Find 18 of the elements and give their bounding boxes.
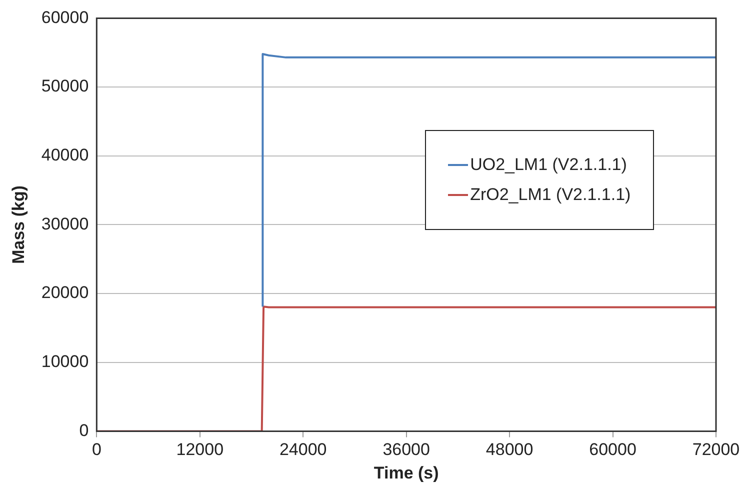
- x-axis-title: Time (s): [374, 463, 439, 482]
- x-tick-label: 72000: [692, 440, 740, 460]
- y-tick-label: 10000: [41, 352, 89, 372]
- x-tick-label: 48000: [486, 440, 534, 460]
- x-tick-label: 0: [92, 440, 102, 460]
- y-tick-label: 0: [79, 420, 89, 440]
- x-tick-label: 60000: [589, 440, 636, 460]
- y-tick-label: 50000: [41, 76, 89, 96]
- y-tick-label: 20000: [41, 283, 89, 302]
- x-tick-label: 36000: [382, 440, 430, 460]
- y-tick-label: 40000: [41, 146, 89, 165]
- x-tick-label: 12000: [176, 440, 224, 460]
- legend-label: ZrO2_LM1 (V2.1.1.1): [470, 184, 631, 205]
- y-tick-label: 30000: [41, 214, 89, 234]
- y-tick-label: 60000: [41, 8, 89, 27]
- x-tick-label: 24000: [279, 440, 327, 460]
- legend-label: UO2_LM1 (V2.1.1.1): [470, 154, 627, 175]
- y-axis-title: Mass (kg): [8, 185, 28, 264]
